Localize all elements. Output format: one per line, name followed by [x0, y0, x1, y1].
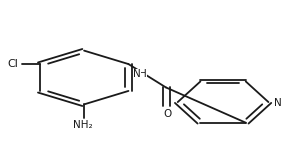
Text: N: N: [274, 98, 281, 108]
Text: O: O: [163, 109, 172, 119]
Text: N: N: [133, 69, 141, 79]
Text: H: H: [139, 69, 147, 79]
Text: Cl: Cl: [7, 59, 18, 69]
Text: NH₂: NH₂: [73, 120, 92, 130]
